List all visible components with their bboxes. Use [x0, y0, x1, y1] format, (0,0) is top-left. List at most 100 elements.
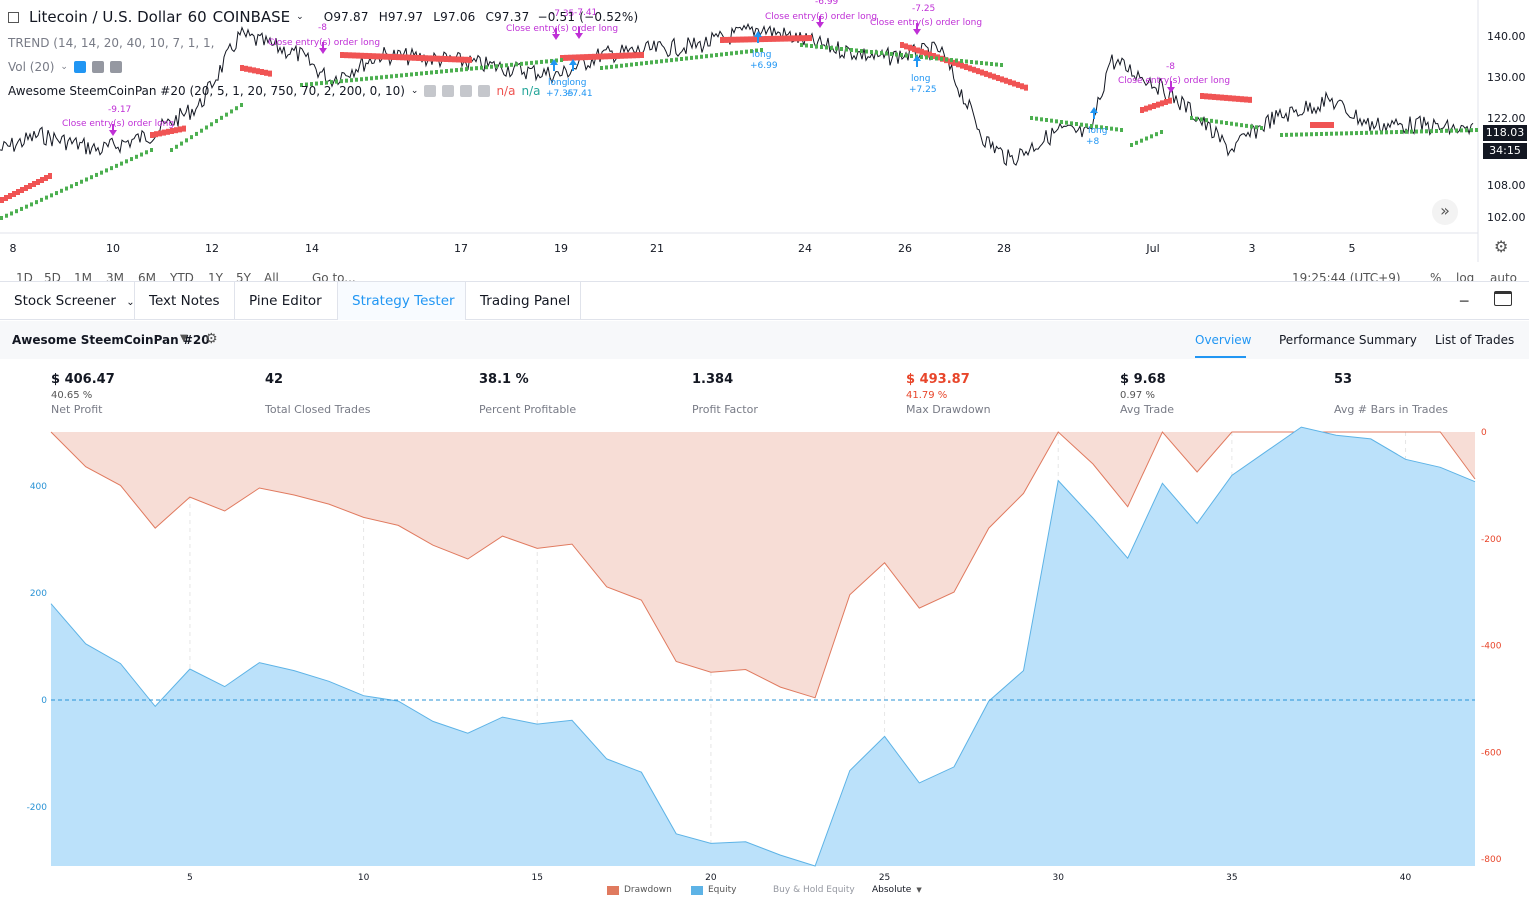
trend-red-marker — [740, 36, 744, 43]
gear-icon[interactable] — [442, 85, 455, 97]
trend-green-marker — [1430, 129, 1433, 134]
symbol-interval[interactable]: 60 — [187, 8, 207, 26]
tab-list-of-trades[interactable]: List of Trades — [1435, 333, 1515, 347]
go-to-date[interactable]: Go to... — [312, 271, 356, 282]
range-5y[interactable]: 5Y — [236, 271, 251, 282]
clock[interactable]: 19:25:44 (UTC+9) — [1292, 271, 1401, 282]
trend-red-marker — [744, 36, 748, 43]
range-6m[interactable]: 6M — [138, 271, 156, 282]
more-icon[interactable] — [460, 85, 473, 97]
range-5d[interactable]: 5D — [44, 271, 61, 282]
trend-green-marker — [610, 64, 613, 69]
trend-red-marker — [404, 54, 408, 61]
trend-green-marker — [385, 74, 388, 79]
close-icon[interactable] — [478, 85, 491, 97]
legend-drawdown[interactable]: Drawdown — [607, 885, 672, 895]
trend-red-marker — [928, 51, 932, 58]
trend-red-marker — [392, 54, 396, 60]
tab-stock-screener[interactable]: Stock Screener ⌄ — [0, 282, 135, 320]
tab-text-notes[interactable]: Text Notes — [135, 282, 235, 320]
maximize-icon[interactable] — [1494, 291, 1512, 306]
countdown-tag: 34:15 — [1483, 143, 1527, 159]
trend-green-marker — [525, 61, 528, 66]
trend-green-marker — [200, 128, 203, 133]
volume-indicator-legend[interactable]: Vol (20) ⌄ — [8, 60, 122, 74]
strategy-legend[interactable]: Awesome SteemCoinPan #20 (20, 5, 1, 20, … — [8, 84, 540, 98]
price-chart[interactable]: Close entry(s) order long Close entry(s) … — [0, 0, 1529, 262]
trend-red-marker — [448, 56, 452, 63]
gear-icon[interactable] — [91, 61, 104, 73]
chevron-down-icon[interactable]: ⌄ — [60, 62, 68, 72]
legend-equity[interactable]: Equity — [691, 885, 736, 895]
close-arrow-icon — [816, 16, 824, 28]
mode-dropdown[interactable]: Absolute ▼ — [872, 885, 922, 895]
range-1y[interactable]: 1Y — [208, 271, 223, 282]
equity-swatch — [691, 885, 703, 895]
trend-green-marker — [995, 62, 998, 67]
loss-label: -6.99 — [815, 0, 839, 7]
tab-trading-panel[interactable]: Trading Panel — [466, 282, 581, 320]
percent-toggle[interactable]: % — [1430, 271, 1442, 282]
collapse-icon[interactable] — [8, 11, 19, 23]
trend-green-marker — [645, 60, 648, 65]
strategy-name[interactable]: Awesome SteemCoinPan #20 — [12, 333, 210, 347]
time-axis[interactable]: 8 10 12 14 17 19 21 24 26 28 Jul 3 5 — [10, 242, 1356, 255]
close-icon[interactable] — [109, 61, 122, 73]
trend-green-marker — [1225, 121, 1228, 125]
trend-green-marker — [1000, 63, 1003, 67]
trend-red-marker — [628, 52, 632, 59]
trend-green-marker — [615, 64, 618, 69]
trend-green-marker — [1065, 120, 1068, 125]
trend-red-marker — [44, 175, 48, 181]
trend-green-marker — [840, 47, 843, 51]
close-entry-label: Close entry(s) order long — [870, 18, 982, 28]
trade-number-label: 10 — [358, 873, 370, 883]
trend-green-marker — [345, 78, 348, 83]
trend-red-marker — [572, 54, 576, 61]
chevron-down-icon[interactable]: ⌄ — [126, 297, 135, 308]
scroll-to-realtime-button[interactable]: » — [1432, 199, 1458, 225]
price-axis[interactable]: 140.00 130.00 122.00 108.00 102.00 — [1487, 30, 1526, 224]
eye-icon[interactable] — [424, 85, 437, 97]
legend-buy-hold[interactable]: Buy & Hold Equity — [773, 885, 855, 895]
trend-red-marker — [158, 130, 162, 137]
range-ytd[interactable]: YTD — [170, 271, 194, 282]
range-all[interactable]: All — [264, 271, 279, 282]
symbol-title[interactable]: Litecoin / U.S. Dollar — [29, 8, 182, 26]
trend-green-marker — [1105, 126, 1108, 130]
range-1m[interactable]: 1M — [74, 271, 92, 282]
trend-green-marker — [1190, 116, 1193, 120]
trend-red-marker — [1248, 96, 1252, 103]
trend-green-marker — [640, 61, 643, 66]
range-3m[interactable]: 3M — [106, 271, 124, 282]
trend-indicator-legend[interactable]: TREND (14, 14, 20, 40, 10, 7, 1, 1, — [8, 36, 214, 50]
trend-green-marker — [600, 66, 603, 70]
price-tick-label: 130.00 — [1487, 71, 1526, 84]
caret-down-icon[interactable]: ▼ — [180, 333, 188, 344]
auto-toggle[interactable]: auto — [1490, 271, 1518, 282]
trend-green-marker — [890, 52, 893, 56]
eye-icon[interactable] — [73, 61, 86, 73]
time-tick-label: 5 — [1349, 242, 1356, 255]
trend-green-marker — [230, 109, 233, 114]
tab-pine-editor[interactable]: Pine Editor — [235, 282, 338, 320]
chart-settings-gear-icon[interactable]: ⚙ — [1494, 237, 1509, 256]
profit-label: +7.41 — [565, 89, 593, 99]
trend-green-marker — [1400, 129, 1403, 134]
gear-icon[interactable]: ⚙ — [205, 331, 218, 347]
trend-red-marker — [1326, 122, 1330, 128]
tab-overview[interactable]: Overview — [1195, 333, 1252, 347]
tab-performance-summary[interactable]: Performance Summary — [1279, 333, 1417, 347]
trade-number-label: 15 — [532, 873, 543, 883]
log-toggle[interactable]: log — [1456, 271, 1475, 282]
trend-green-marker — [680, 57, 683, 61]
chevron-down-icon[interactable]: ⌄ — [410, 86, 419, 96]
strategy-label: Awesome SteemCoinPan #20 (20, 5, 1, 20, … — [8, 84, 405, 98]
range-1d[interactable]: 1D — [16, 271, 33, 282]
chevron-down-icon[interactable]: ⌄ — [296, 12, 304, 22]
equity-chart[interactable]: 400 200 0 -200 0 -200 -400 -600 -800 5 10 15 20 25 3… — [0, 425, 1529, 885]
trend-green-marker — [865, 49, 868, 54]
minimize-icon[interactable]: ─ — [1460, 294, 1469, 310]
tab-strategy-tester[interactable]: Strategy Tester — [338, 282, 466, 320]
